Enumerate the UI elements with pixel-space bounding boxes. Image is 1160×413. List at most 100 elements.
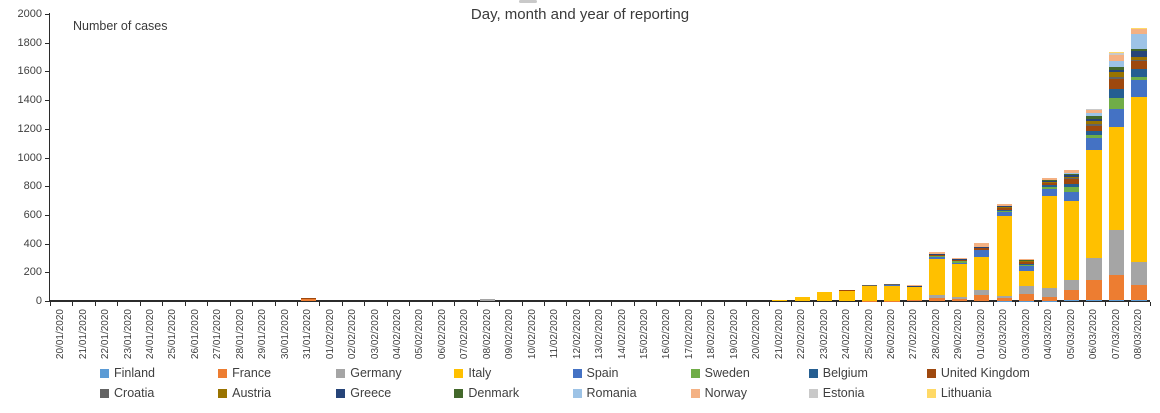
legend-item-spain: Spain	[572, 366, 691, 381]
x-tick-label: 21/01/2020	[77, 309, 89, 360]
legend-item-italy: Italy	[454, 366, 572, 381]
y-tick-mark	[45, 128, 49, 130]
x-tick-mark	[835, 302, 858, 306]
bar-segment-italy	[839, 290, 855, 301]
bar-slot	[409, 14, 431, 301]
legend-swatch-united-kingdom	[926, 369, 936, 378]
legend-swatch-finland	[100, 369, 109, 378]
bar-segment-romania	[1041, 179, 1057, 181]
legend-swatch-lithuania	[926, 389, 936, 398]
legend-item-austria: Austria	[218, 386, 336, 401]
x-tick-mark	[521, 302, 544, 306]
legend-label: Finland	[114, 366, 155, 380]
x-label-slot: 23/02/2020	[813, 309, 835, 365]
legend-item-sweden: Sweden	[690, 366, 809, 381]
bar-segment-spain	[996, 211, 1012, 216]
legend-label: Romania	[586, 386, 637, 400]
bar-segment-sweden	[1041, 187, 1057, 189]
x-label-slot: 28/02/2020	[926, 309, 948, 365]
x-tick-label: 24/02/2020	[841, 309, 853, 360]
bar-segment-norway	[951, 258, 967, 259]
x-tick-mark	[386, 302, 409, 306]
bar-slot	[589, 14, 611, 301]
bar-segment-spain	[951, 263, 967, 265]
bar-segment-germany	[996, 295, 1012, 299]
legend-swatch-greece	[336, 389, 346, 398]
y-tick-label: 0	[35, 295, 42, 307]
x-label-slot: 08/02/2020	[477, 309, 499, 365]
bar-segment-finland	[1086, 299, 1102, 301]
bar-segment-spain	[974, 250, 990, 257]
x-label-slot: 22/01/2020	[95, 309, 117, 365]
legend-item-united-kingdom: United Kingdom	[926, 366, 1045, 381]
bar-slot	[903, 14, 925, 301]
bar-segment-italy	[1019, 270, 1035, 286]
x-tick-label: 29/01/2020	[257, 309, 269, 360]
x-tick-label: 07/03/2020	[1110, 309, 1122, 360]
bar-segment-sweden	[1019, 264, 1035, 266]
bar-segment-estonia	[1086, 109, 1102, 110]
x-tick-mark	[633, 302, 656, 306]
x-label-slot: 30/01/2020	[275, 309, 297, 365]
x-tick-mark	[678, 302, 701, 306]
bar-segment-france	[1131, 284, 1147, 300]
bar-segment-spain	[1108, 109, 1125, 127]
x-tick-label: 27/01/2020	[212, 309, 224, 360]
bar-slot	[364, 14, 386, 301]
x-label-slot: 20/01/2020	[50, 309, 72, 365]
x-label-slot: 17/02/2020	[679, 309, 701, 365]
bar-slot	[1060, 14, 1082, 301]
x-label-slot: 01/03/2020	[971, 309, 993, 365]
y-tick-mark	[45, 157, 49, 159]
bar-segment-belgium	[996, 209, 1012, 212]
bar-slot	[252, 14, 274, 301]
bar-slot	[140, 14, 162, 301]
x-tick-mark	[1060, 302, 1082, 306]
bar-slot	[634, 14, 656, 301]
x-label-slot: 22/02/2020	[791, 309, 813, 365]
x-tick-label: 02/02/2020	[347, 309, 359, 360]
bar-slot	[746, 14, 768, 301]
x-tick-mark	[948, 302, 970, 306]
x-tick-label: 18/02/2020	[706, 309, 718, 360]
bar-slot	[454, 14, 476, 301]
x-tick-label: 20/02/2020	[751, 309, 763, 360]
bar-slot	[724, 14, 746, 301]
x-label-slot: 25/01/2020	[162, 309, 184, 365]
legend-label: Germany	[350, 366, 402, 380]
bar-segment-belgium	[1019, 264, 1035, 265]
bar-segment-austria	[1063, 176, 1080, 179]
x-tick-label: 10/02/2020	[526, 309, 538, 360]
legend-label: Greece	[350, 386, 392, 400]
x-label-slot: 29/02/2020	[948, 309, 970, 365]
bar-segment-spain	[1131, 80, 1147, 97]
x-tick-mark	[274, 302, 297, 306]
bar-segment-norway	[906, 285, 923, 287]
legend-item-greece: Greece	[336, 386, 454, 401]
bar-segment-greece	[1131, 50, 1147, 58]
x-tick-label: 26/02/2020	[885, 309, 897, 360]
bar-segment-italy	[816, 292, 833, 301]
bar-segment-spain	[1063, 191, 1080, 201]
bar-slot	[50, 14, 72, 301]
bar-segment-greece	[1086, 119, 1102, 121]
plot-area	[50, 14, 1150, 301]
legend-label: Croatia	[114, 386, 155, 400]
bar-segment-norway	[1108, 54, 1125, 62]
x-tick-label: 30/01/2020	[279, 309, 291, 360]
x-label-slot: 08/03/2020	[1128, 309, 1150, 365]
bar-segment-belgium	[1086, 130, 1102, 135]
y-tick-label: 1200	[17, 122, 42, 135]
bar-slot	[185, 14, 207, 301]
legend-swatch-spain	[572, 369, 582, 378]
bar-segment-sweden	[951, 260, 967, 264]
x-label-slot: 12/02/2020	[566, 309, 588, 365]
legend-item-germany: Germany	[336, 366, 454, 381]
y-tick-mark	[45, 71, 49, 73]
x-tick-label: 13/02/2020	[594, 309, 606, 360]
legend-swatch-sweden	[690, 369, 700, 378]
y-axis-caption: Number of cases	[73, 19, 168, 33]
bar-segment-spain	[861, 285, 878, 287]
bar-segment-denmark	[1131, 48, 1147, 51]
